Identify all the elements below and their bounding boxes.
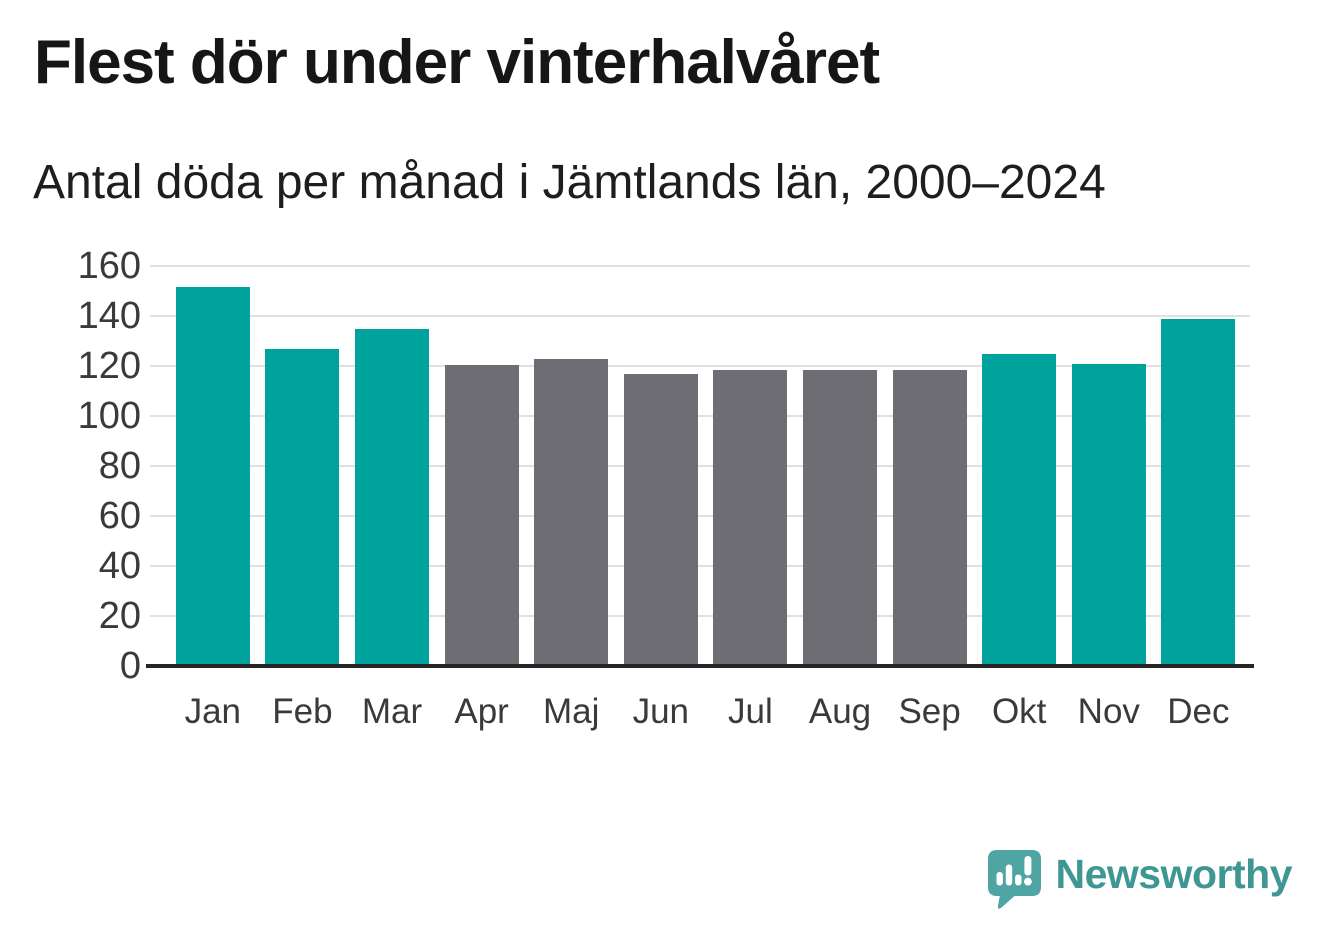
- bar-aug: [803, 369, 877, 666]
- bar-maj: [534, 358, 609, 666]
- brand-name: Newsworthy: [1055, 851, 1293, 897]
- logo-speech-bubble: [987, 850, 1041, 909]
- logo-exclamation-bar: [1023, 856, 1031, 876]
- brand-footer: Newsworthy: [986, 848, 1293, 911]
- gridline-40: [150, 565, 1250, 567]
- x-tick-label-sep: Sep: [898, 692, 961, 731]
- logo-bar-2: [1005, 864, 1012, 886]
- gridline-100: [150, 415, 1250, 417]
- bar-jan: [175, 287, 250, 666]
- x-tick-label-jun: Jun: [632, 692, 690, 731]
- newsworthy-logo-icon: [987, 850, 1041, 909]
- gridline-60: [150, 515, 1250, 517]
- bar-okt: [982, 353, 1057, 666]
- logo-bar-1: [996, 872, 1003, 886]
- x-tick-label-feb: Feb: [272, 692, 333, 731]
- bar-jun: [623, 373, 698, 666]
- bar-jul: [713, 369, 788, 666]
- x-tick-label-apr: Apr: [454, 692, 509, 731]
- x-tick-label-jul: Jul: [728, 692, 773, 731]
- y-tick-label-80: 80: [98, 445, 141, 487]
- y-tick-label-140: 140: [77, 295, 141, 337]
- x-tick-label-jan: Jan: [184, 692, 242, 731]
- gridline-160: [150, 265, 1250, 267]
- y-tick-label-120: 120: [77, 345, 141, 387]
- x-tick-label-mar: Mar: [361, 692, 423, 731]
- y-tick-label-100: 100: [77, 395, 141, 437]
- y-tick-label-160: 160: [77, 245, 141, 287]
- gridline-120: [150, 365, 1250, 367]
- x-tick-label-dec: Dec: [1167, 692, 1230, 731]
- bar-sep: [892, 369, 967, 666]
- x-tick-label-aug: Aug: [808, 692, 872, 731]
- gridline-140: [150, 315, 1250, 317]
- x-tick-label-nov: Nov: [1077, 692, 1140, 731]
- chart-title: Flest dör under vinterhalvåret: [34, 28, 880, 97]
- bar-mar: [355, 328, 429, 666]
- gridline-20: [150, 615, 1250, 617]
- y-tick-label-20: 20: [98, 595, 141, 637]
- bar-chart: 0 20 40 60 80 100 120 140 160 Jan Feb Mar Apr Maj Jun J…: [0, 246, 1322, 746]
- y-tick-label-60: 60: [98, 495, 141, 537]
- bar-nov: [1071, 363, 1146, 666]
- y-tick-label-0: 0: [119, 645, 141, 687]
- bar-feb: [265, 348, 340, 666]
- bar-dec: [1161, 318, 1236, 666]
- x-tick-label-okt: Okt: [991, 692, 1047, 731]
- chart-subtitle: Antal döda per månad i Jämtlands län, 20…: [33, 156, 1106, 209]
- y-tick-label-40: 40: [98, 545, 141, 587]
- x-axis-line: [146, 664, 1254, 668]
- gridline-80: [150, 465, 1250, 467]
- logo-bar-3: [1014, 874, 1021, 886]
- x-tick-label-maj: Maj: [542, 692, 600, 731]
- bar-apr: [444, 364, 519, 666]
- logo-exclamation-dot: [1023, 877, 1032, 886]
